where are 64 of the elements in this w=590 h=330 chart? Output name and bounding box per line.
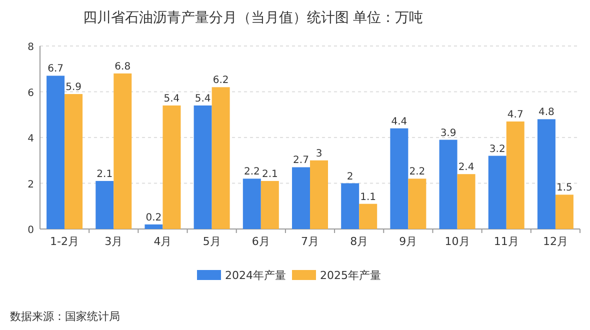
y-tick-label: 4 [28,134,34,144]
legend-label: 2025年产量 [320,269,381,282]
x-tick-label: 12月 [542,235,568,248]
x-tick-label: 8月 [350,235,368,248]
bar [537,119,556,229]
x-tick-label: 6月 [252,235,270,248]
data-label: 3 [316,148,322,160]
x-tick-label: 7月 [301,235,319,248]
bar [212,87,230,229]
data-label: 2.7 [293,155,309,166]
x-tick-label: 1-2月 [50,235,80,248]
data-label: 2.2 [244,166,260,178]
x-tick-label: 4月 [154,235,172,248]
bar [310,160,328,229]
y-tick-label: 6 [28,88,34,99]
y-tick-label: 8 [28,42,34,53]
chart-title: 四川省石油沥青产量分月（当月值）统计图 单位：万吨 [82,10,424,26]
bar [408,178,426,229]
bar [555,194,574,229]
bar [359,204,378,229]
data-label: 6.7 [48,64,64,75]
bar [114,73,132,229]
legend-label: 2024年产量 [225,269,286,282]
data-label: 6.2 [212,75,229,86]
data-label: 3.9 [440,128,456,139]
bar [64,94,83,229]
x-tick-label: 5月 [202,235,221,248]
data-label: 1.1 [360,192,376,203]
data-label: 5.4 [164,93,180,104]
data-label: 2.1 [96,168,113,180]
x-tick-label: 3月 [104,235,123,248]
data-label: 4.8 [538,107,554,118]
bar [439,140,458,229]
data-label: 2.2 [409,166,426,178]
y-tick-label: 2 [28,179,34,190]
x-tick-label: 9月 [399,235,418,248]
bar [457,174,476,229]
data-label: 1.5 [556,182,572,194]
bar [242,178,261,229]
x-tick-label: 11月 [494,235,519,248]
bar [341,183,360,229]
bar [162,105,181,229]
bar [488,156,506,229]
data-label: 2 [346,171,354,182]
bar [390,128,408,229]
data-label: 4.4 [391,116,408,128]
bar [144,224,163,229]
bar [194,105,212,229]
data-label: 3.2 [489,144,506,155]
data-label: 0.2 [146,212,162,224]
bar [46,76,65,229]
data-label: 5.4 [194,93,211,104]
data-label: 2.4 [458,162,474,174]
x-tick-label: 10月 [444,235,470,248]
source-note: 数据来源：国家统计局 [10,310,120,323]
bar [96,180,114,229]
bar [292,167,310,229]
data-label: 4.7 [507,109,524,120]
data-label: 2.1 [262,168,278,180]
bar [506,121,524,229]
data-label: 6.8 [114,61,131,72]
data-label: 5.9 [66,82,82,94]
bar [260,180,279,229]
y-tick-label: 0 [28,225,34,236]
